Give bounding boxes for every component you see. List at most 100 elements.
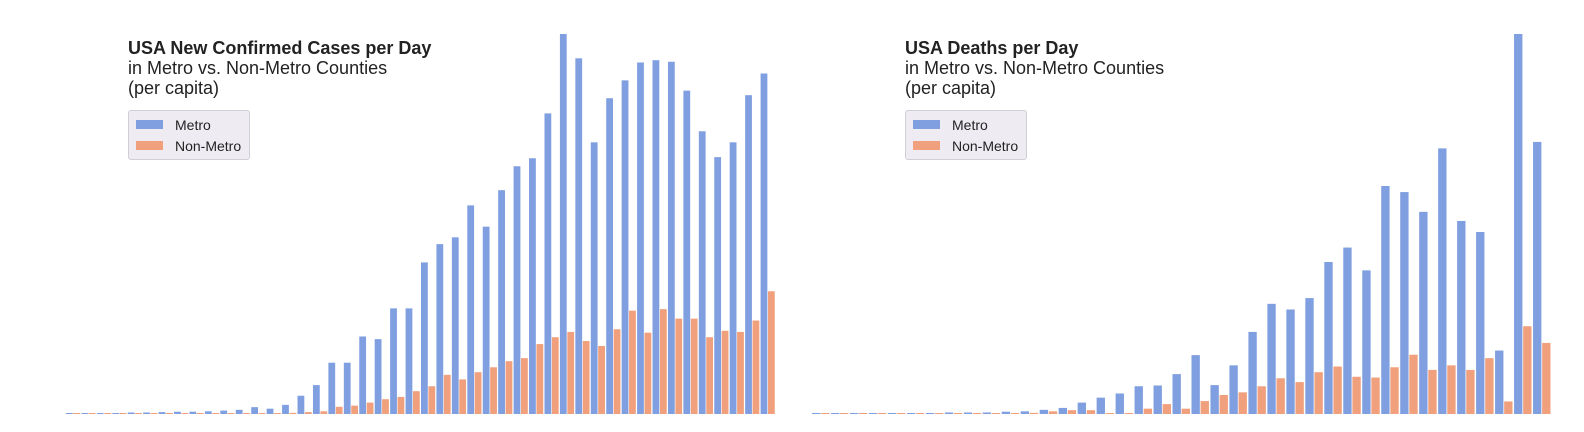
cases-bar-non-metro-38 [659,309,667,414]
deaths-bar-metro-10 [1001,411,1011,414]
deaths-bar-non-metro-6 [934,413,944,414]
cases-bar-non-metro-5 [150,413,158,414]
cases-bar-non-metro-29 [521,358,528,414]
cases-bar-non-metro-40 [690,318,698,414]
cases-legend-label-metro: Metro [175,116,211,133]
cases-chart-subtitle-line-2: (per capita) [128,78,220,98]
deaths-chart-title: USA Deaths per Day [905,38,1079,58]
deaths-bar-metro-28 [1343,247,1352,414]
cases-bar-metro-16 [312,385,320,414]
deaths-bar-metro-12 [1039,409,1049,414]
cases-bar-metro-42 [714,157,722,414]
deaths-bar-metro-36 [1495,350,1504,414]
cases-bar-metro-43 [729,142,737,415]
deaths-bar-metro-18 [1153,385,1162,414]
deaths-bar-non-metro-3 [878,413,887,414]
cases-bar-non-metro-32 [567,331,575,414]
cases-bar-non-metro-7 [181,413,189,414]
cases-bar-non-metro-33 [582,341,590,414]
deaths-legend-label-metro: Metro [952,116,988,133]
deaths-bar-non-metro-26 [1314,372,1323,414]
cases-bar-non-metro-1 [88,413,96,414]
deaths-bar-non-metro-4 [897,413,906,414]
cases-bar-metro-23 [421,262,428,414]
cases-bar-metro-44 [745,95,752,415]
deaths-legend-label-non-metro: Non-Metro [952,137,1019,154]
cases-bar-non-metro-8 [196,413,204,414]
deaths-bar-non-metro-32 [1428,369,1437,414]
cases-bar-non-metro-37 [644,332,652,414]
deaths-bar-metro-16 [1115,393,1124,414]
cases-bar-metro-9 [204,411,212,414]
deaths-bar-metro-15 [1096,397,1105,414]
cases-bar-metro-41 [698,131,706,414]
deaths-bar-non-metro-35 [1485,358,1494,414]
deaths-bar-metro-29 [1362,270,1371,414]
cases-bar-metro-31 [544,113,552,415]
deaths-chart-panel: USA Deaths per Day in Metro vs. Non-Metr… [790,0,1584,432]
cases-bar-metro-10 [220,410,228,414]
cases-bar-metro-4 [127,412,135,414]
cases-bar-metro-6 [158,412,166,414]
cases-legend-swatch-non-metro [136,141,163,150]
cases-bar-non-metro-44 [752,320,760,414]
cases-bar-metro-32 [559,34,567,414]
deaths-bar-non-metro-12 [1048,411,1058,414]
deaths-bar-metro-17 [1134,386,1143,414]
cases-bar-metro-28 [498,190,505,414]
deaths-chart-subtitle-line-2: (per capita) [905,78,997,98]
cases-bar-non-metro-24 [443,374,451,414]
deaths-bar-non-metro-10 [1010,413,1020,414]
cases-bar-metro-5 [143,412,150,414]
cases-bar-non-metro-23 [428,386,436,414]
deaths-bar-metro-26 [1305,298,1314,414]
cases-bar-metro-40 [683,90,691,415]
deaths-bar-non-metro-17 [1143,408,1153,414]
deaths-bar-non-metro-25 [1295,382,1304,414]
cases-bar-non-metro-28 [505,361,513,414]
cases-bar-metro-30 [529,158,536,414]
deaths-bar-metro-37 [1514,34,1523,414]
deaths-legend-item-non-metro: Non-Metro [913,135,1018,156]
cases-bar-non-metro-10 [227,413,235,414]
deaths-bar-metro-13 [1058,407,1068,414]
cases-bar-metro-45 [760,73,768,415]
cases-chart-panel: USA New Confirmed Cases per Day in Metro… [0,0,790,432]
deaths-bar-metro-3 [868,413,878,414]
cases-bar-metro-36 [621,80,629,415]
deaths-bar-non-metro-27 [1333,366,1342,414]
cases-bar-non-metro-25 [459,379,467,414]
deaths-bar-non-metro-16 [1124,413,1134,414]
cases-bar-non-metro-36 [629,310,636,414]
deaths-bar-metro-14 [1077,402,1086,414]
cases-bar-non-metro-15 [304,412,312,414]
cases-bar-non-metro-18 [351,405,359,414]
deaths-bar-non-metro-11 [1029,412,1039,414]
cases-bar-metro-24 [436,244,444,414]
cases-bar-non-metro-19 [366,402,374,414]
cases-bar-non-metro-2 [104,413,112,414]
deaths-bar-metro-34 [1457,220,1466,414]
deaths-bar-non-metro-1 [840,413,849,414]
cases-bar-non-metro-20 [382,399,389,414]
cases-bar-metro-1 [81,413,89,414]
deaths-bar-metro-0 [812,413,821,414]
cases-bar-metro-8 [189,411,197,414]
cases-bar-non-metro-22 [412,391,420,414]
deaths-legend-item-metro: Metro [913,114,1018,135]
cases-bar-metro-25 [451,237,459,414]
cases-legend: Metro Non-Metro [128,110,251,160]
deaths-bar-non-metro-8 [972,413,982,414]
deaths-chart-subtitle-line-1: in Metro vs. Non-Metro Counties [905,58,1165,78]
cases-bar-non-metro-30 [536,344,544,414]
deaths-bar-non-metro-18 [1162,404,1171,414]
cases-chart-title: USA New Confirmed Cases per Day [128,38,432,58]
deaths-bar-non-metro-38 [1542,342,1551,414]
deaths-bar-non-metro-28 [1352,376,1361,414]
deaths-bar-metro-25 [1286,309,1295,414]
deaths-bar-metro-9 [982,412,992,414]
cases-bar-non-metro-11 [243,413,250,414]
deaths-bar-non-metro-37 [1523,326,1532,414]
cases-bar-non-metro-16 [320,411,328,414]
cases-bar-metro-27 [482,226,490,414]
